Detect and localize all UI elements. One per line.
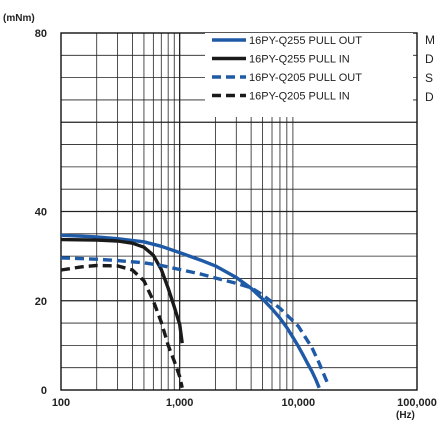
y-tick-label: 80: [35, 28, 47, 40]
legend-background: [205, 33, 413, 117]
side-note-line: S: [425, 71, 434, 85]
series-line-1: [60, 233, 321, 389]
series-line-4: [60, 263, 184, 389]
series-line-2: [60, 237, 184, 344]
y-tick-label: 40: [35, 207, 47, 219]
x-tick-label: 100,000: [397, 397, 437, 409]
x-tick-label: 100: [52, 397, 70, 409]
legend-label: 16PY-Q205 PULL OUT: [249, 72, 362, 84]
y-tick-label: 20: [35, 296, 47, 308]
x-tick-label: 10,000: [282, 397, 316, 409]
x-tick-label: 1,000: [166, 397, 194, 409]
side-note-line: D: [425, 90, 434, 104]
legend-label: 16PY-Q255 PULL OUT: [249, 35, 362, 47]
series-line-3: [60, 256, 331, 387]
legend-label: 16PY-Q255 PULL IN: [249, 54, 350, 66]
side-note-line: M: [425, 33, 435, 47]
legend-label: 16PY-Q205 PULL IN: [249, 91, 350, 103]
axis-tick-labels: 100 1,000 10,000 100,000 0 20 40 80: [35, 28, 437, 409]
y-axis-unit-label: (mNm): [3, 13, 35, 24]
chart-legend: 16PY-Q255 PULL OUT 16PY-Q255 PULL IN 16PY-…: [205, 33, 413, 117]
side-note-line: D: [425, 52, 434, 66]
chart-series: [60, 233, 331, 389]
x-axis-unit-label: (Hz): [396, 410, 415, 421]
y-tick-label: 0: [41, 385, 47, 397]
